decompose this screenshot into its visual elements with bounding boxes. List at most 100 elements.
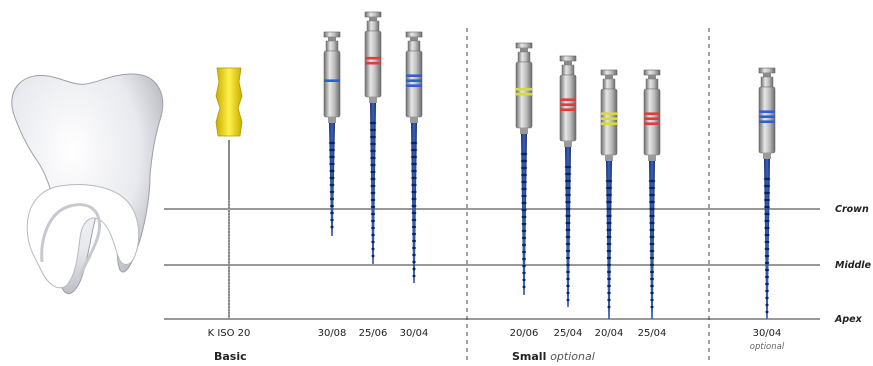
file-flute — [649, 249, 655, 253]
file-flute — [412, 239, 416, 243]
file-flute — [566, 284, 570, 288]
file-flute — [521, 201, 527, 205]
file-flute — [765, 303, 769, 307]
file-flute — [522, 278, 526, 282]
file-flute — [565, 193, 571, 197]
rotary-file-3 — [405, 31, 423, 283]
color-ring — [601, 117, 617, 120]
file-flute — [412, 274, 416, 278]
color-ring — [759, 120, 775, 123]
file-flute — [411, 176, 417, 180]
file-flute — [565, 207, 571, 211]
group-label-basic: Basic — [214, 350, 247, 363]
file-shank — [517, 51, 531, 63]
file-flute — [765, 296, 769, 300]
file-label: 20/06 — [510, 328, 539, 339]
file-flute — [412, 267, 416, 271]
file-labels: 30/08 25/06 30/04 20/06 25/04 20/04 25/04 30/04… — [318, 328, 785, 352]
file-flute — [522, 257, 526, 261]
file-flute — [564, 172, 572, 176]
file-notch — [605, 75, 613, 79]
file-label: 30/04 — [753, 328, 782, 339]
file-shaft — [411, 123, 417, 283]
file-shaft — [606, 161, 612, 319]
file-flute — [370, 184, 376, 188]
file-flute — [763, 191, 771, 195]
color-ring — [406, 84, 422, 87]
file-flute — [764, 212, 770, 216]
file-flute — [565, 214, 571, 218]
file-flute — [650, 305, 654, 309]
file-flute — [370, 177, 376, 181]
file-flute — [564, 186, 572, 190]
file-shank — [561, 64, 575, 76]
rotary-file-5 — [559, 55, 577, 307]
file-shaft — [764, 159, 770, 319]
file-flute — [411, 204, 417, 208]
file-latch — [559, 55, 577, 62]
file-notch — [410, 37, 418, 41]
file-flute — [411, 183, 417, 187]
file-flute — [763, 198, 771, 202]
file-latch — [364, 11, 382, 18]
file-flute — [371, 247, 375, 251]
file-sub-label: optional — [750, 342, 785, 352]
file-flute — [650, 298, 654, 302]
file-flute — [566, 270, 570, 274]
file-flute — [763, 184, 771, 188]
file-flute — [566, 263, 570, 267]
file-flute — [765, 289, 769, 293]
file-flute — [565, 235, 571, 239]
k-file-icon — [215, 67, 243, 319]
file-flute — [369, 128, 377, 132]
file-flute — [648, 186, 656, 190]
file-flute — [329, 176, 335, 180]
file-latch — [405, 31, 423, 38]
file-latch — [758, 67, 776, 74]
color-ring — [601, 122, 617, 125]
file-shaft — [329, 123, 335, 236]
file-notch — [763, 73, 771, 77]
file-label: 20/04 — [595, 328, 624, 339]
file-flute — [649, 228, 655, 232]
file-flute — [369, 121, 377, 125]
file-flute — [565, 200, 571, 204]
file-flute — [764, 254, 770, 258]
file-label: 30/04 — [400, 328, 429, 339]
file-flute — [765, 282, 769, 286]
file-flute — [370, 191, 376, 195]
tooth-icon — [11, 73, 164, 294]
color-ring — [406, 74, 422, 77]
file-collar — [763, 153, 771, 159]
file-flute — [763, 177, 771, 181]
file-flute — [606, 235, 612, 239]
file-flute — [606, 214, 612, 218]
file-flute — [764, 219, 770, 223]
file-shank — [602, 78, 616, 90]
file-flute — [606, 263, 612, 267]
rotary-files — [323, 11, 776, 319]
file-flute — [369, 142, 377, 146]
file-flute — [649, 256, 655, 260]
file-flute — [370, 198, 376, 202]
group-label-small-note: optional — [550, 350, 595, 363]
file-flute — [522, 285, 526, 289]
file-latch — [515, 42, 533, 49]
file-flute — [329, 197, 335, 201]
file-collar — [369, 97, 377, 103]
file-flute — [607, 284, 611, 288]
file-flute — [521, 236, 527, 240]
file-flute — [649, 221, 655, 225]
file-flute — [330, 225, 334, 229]
file-flute — [371, 240, 375, 244]
file-notch — [648, 75, 656, 79]
file-flute — [606, 221, 612, 225]
file-handle — [323, 50, 341, 118]
file-shank — [407, 40, 421, 52]
file-flute — [371, 233, 375, 237]
file-flute — [565, 228, 571, 232]
file-flute — [649, 242, 655, 246]
file-flute — [564, 179, 572, 183]
file-flute — [605, 200, 613, 204]
file-latch — [643, 69, 661, 76]
